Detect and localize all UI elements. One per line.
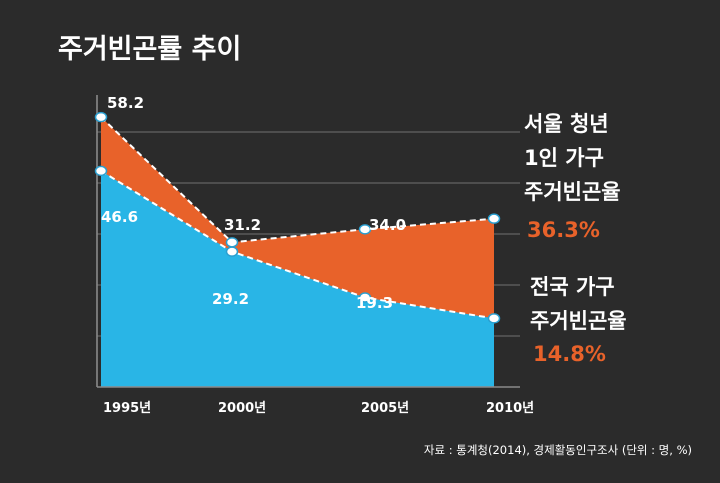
marker-national-2000 [225,246,239,257]
legend-seoul-line-3: 주거빈곤율 [524,180,621,204]
marker-seoul-1995 [94,111,108,123]
legend-seoul-line-2: 1인 가구 [524,146,604,170]
x-tick-2005: 2005년 [361,401,409,416]
marker-seoul-2005 [358,224,372,235]
label-seoul-1995: 58.2 [107,94,144,112]
legend-seoul-value: 36.3% [527,218,600,242]
marker-seoul-2010 [487,213,501,224]
markers [94,111,501,324]
chart-title: 주거빈곤률 추이 [58,34,241,65]
legend-national-line-1: 전국 가구 [530,275,615,299]
label-seoul-2005: 34.0 [369,216,406,234]
legend-seoul-line-1: 서울 청년 [524,112,609,136]
x-tick-2010: 2010년 [486,401,534,416]
marker-national-1995 [94,165,108,177]
x-tick-1995: 1995년 [103,401,151,416]
label-national-1995: 46.6 [101,208,138,226]
source-note: 자료 : 통계청(2014), 경제활동인구조사 (단위 : 명, %) [424,443,692,457]
data-labels: 58.2 31.2 34.0 46.6 29.2 19.3 [101,94,406,312]
label-national-2000: 29.2 [212,290,249,308]
legend-national-value: 14.8% [533,342,606,366]
label-national-2005: 19.3 [356,294,393,312]
legend-seoul-youth: 서울 청년 1인 가구 주거빈곤율 36.3% [524,112,621,242]
marker-seoul-2000 [225,237,239,248]
x-tick-labels: 1995년 2000년 2005년 2010년 [103,401,534,416]
line-seoul-youth [100,116,495,244]
x-tick-2000: 2000년 [218,401,266,416]
line-national [100,170,495,320]
area-national [101,170,494,387]
label-seoul-2000: 31.2 [224,216,261,234]
marker-national-2005 [358,292,372,303]
legend-national-line-2: 주거빈곤율 [530,309,627,333]
legend-national: 전국 가구 주거빈곤율 14.8% [530,275,627,366]
marker-national-2010 [487,313,501,324]
